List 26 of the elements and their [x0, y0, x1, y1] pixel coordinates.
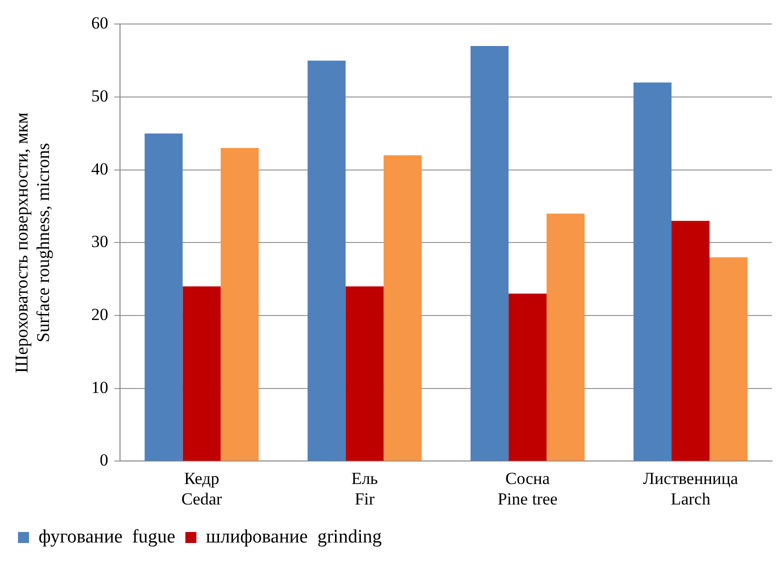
x-tick-label: Сосна Pine tree	[498, 468, 558, 508]
bar	[346, 286, 384, 461]
bar	[508, 294, 547, 461]
bar	[710, 257, 748, 461]
x-tick-label: Лиственница Larch	[643, 468, 738, 508]
bar	[633, 82, 672, 461]
bar	[144, 133, 183, 461]
y-tick-label: 40	[91, 159, 108, 178]
bar	[546, 214, 585, 461]
legend-label: шлифование grinding	[206, 526, 382, 548]
y-tick-label: 20	[91, 305, 108, 324]
y-tick-label: 50	[91, 86, 108, 106]
bar	[182, 286, 221, 461]
y-tick-label: 60	[91, 14, 108, 33]
bar	[220, 148, 259, 461]
bar	[384, 155, 422, 461]
bar	[672, 220, 710, 461]
bar	[308, 60, 346, 461]
y-tick-label: 30	[91, 232, 108, 252]
y-tick-label: 10	[91, 378, 108, 397]
legend-label: фугование fugue	[38, 526, 176, 548]
x-tick-label: Ель Fir	[351, 468, 378, 508]
y-axis-title: Шероховатость поверхности, мкм Surface roughness, microns	[12, 112, 54, 373]
y-tick-label: 0	[100, 450, 108, 470]
bar	[470, 46, 509, 461]
x-tick-label: Кедр Cedar	[181, 468, 222, 508]
